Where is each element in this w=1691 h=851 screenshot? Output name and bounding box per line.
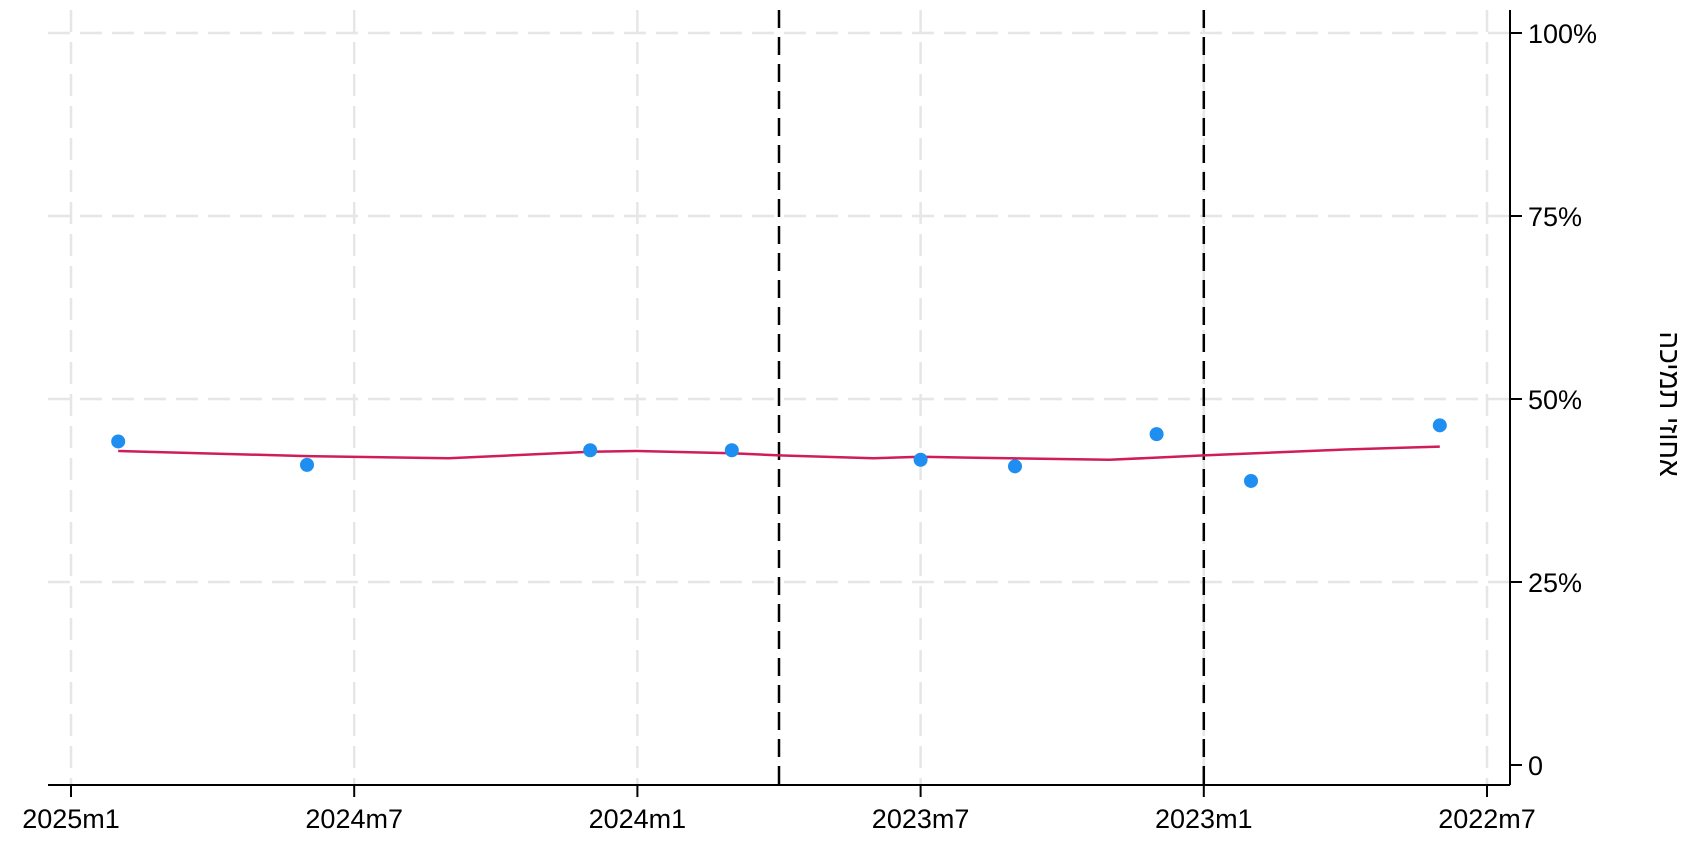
trend-line-layer [118, 445, 1440, 462]
data-points-layer [111, 418, 1447, 488]
y-tick-label: 75% [1528, 202, 1582, 232]
reference-lines [777, 10, 1206, 785]
gridlines [48, 10, 1510, 785]
y-tick-label: 100% [1528, 19, 1597, 49]
x-tick-label: 2023m7 [872, 804, 970, 834]
x-tick-label: 2025m1 [22, 804, 120, 834]
x-tick-label: 2023m1 [1155, 804, 1253, 834]
data-point [583, 443, 598, 458]
y-axis-title: אחוזי תמיכה [1654, 331, 1685, 477]
y-tick-label: 50% [1528, 385, 1582, 415]
y-tick-label: 0 [1528, 751, 1543, 781]
data-point [1244, 473, 1258, 488]
data-point [111, 434, 126, 449]
data-point [1432, 418, 1447, 433]
data-point [724, 443, 739, 458]
data-point [1008, 459, 1022, 474]
x-tick-label: 2024m7 [305, 804, 403, 834]
data-point [300, 457, 314, 472]
trend-line [118, 445, 1440, 462]
data-point [913, 452, 928, 467]
y-tick-label: 25% [1528, 568, 1582, 598]
tick-labels: 0 25% 50% 75% 100% 2025m1 2024m7 2024m1 2023m7 20… [22, 19, 1597, 834]
x-tick-label: 2022m7 [1438, 804, 1536, 834]
x-tick-label: 2024m1 [589, 804, 687, 834]
axes [48, 10, 1522, 797]
data-point [1149, 427, 1164, 442]
